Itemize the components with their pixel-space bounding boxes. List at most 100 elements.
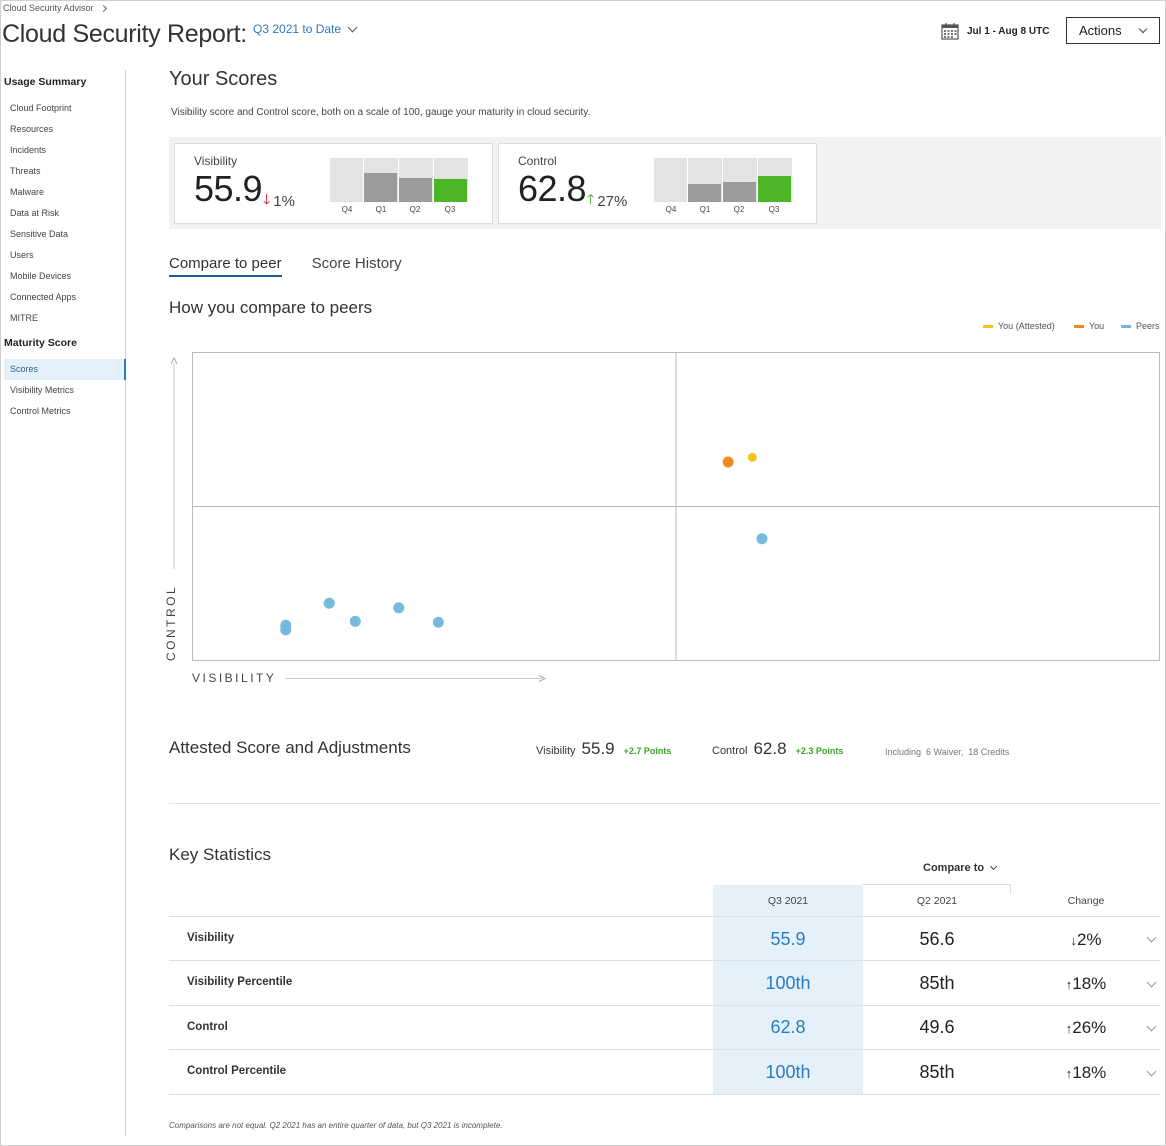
sidebar-item-mitre[interactable]: MITRE [10, 313, 38, 323]
sidebar-item-visibility-metrics[interactable]: Visibility Metrics [10, 385, 74, 395]
date-range[interactable]: Jul 1 - Aug 8 UTC [941, 22, 1049, 40]
arrow-up-icon: 🡑 [587, 191, 595, 207]
table-divider [169, 1049, 1160, 1050]
scatter-point-you-attested[interactable] [747, 452, 757, 462]
scatter-point-peers[interactable] [323, 597, 335, 609]
bar-divider [363, 158, 364, 202]
history-bar [723, 182, 756, 202]
chevron-down-icon [990, 862, 998, 871]
sidebar: Usage Summary Cloud Footprint Resources … [0, 70, 126, 1136]
visibility-axis-arrow [286, 675, 547, 682]
column-header-previous: Q2 2021 [916, 895, 958, 907]
change-value: 18% [1072, 974, 1107, 993]
actions-label: Actions [1079, 23, 1122, 38]
date-range-label: Jul 1 - Aug 8 UTC [967, 25, 1050, 37]
change-value: 18% [1072, 1063, 1107, 1082]
visibility-card-value: 55.9 [194, 168, 263, 209]
legend-item-you-attested: You (Attested) [983, 321, 1055, 331]
cell-change: ↑18% [1011, 1063, 1161, 1083]
section-divider [169, 803, 1160, 804]
arrow-up-icon: ↑ [1065, 977, 1073, 992]
history-bar [399, 177, 432, 202]
cell-change: ↑26% [1011, 1018, 1161, 1038]
y-axis-label: CONTROL [164, 584, 178, 661]
bar-divider [757, 158, 758, 202]
bar-divider [722, 158, 723, 202]
breadcrumb: Cloud Security Advisor [3, 3, 107, 13]
scatter-point-peers[interactable] [280, 619, 292, 631]
sidebar-item-sensitive-data[interactable]: Sensitive Data [10, 229, 69, 239]
visibility-card-change: 🡓 1% [263, 189, 295, 213]
table-divider [169, 1094, 1160, 1095]
scatter-point-peers[interactable] [393, 602, 405, 614]
scatter-point-peers[interactable] [432, 616, 444, 628]
cell-previous: 85th [919, 1062, 955, 1082]
legend-label: You (Attested) [998, 321, 1055, 331]
compare-to-dropdown[interactable]: Compare to [923, 862, 998, 874]
period-label: Q3 2021 to Date [253, 22, 342, 36]
arrow-up-icon: ↑ [1065, 1066, 1073, 1081]
cell-previous: 85th [919, 973, 955, 993]
table-divider [169, 1005, 1160, 1006]
sidebar-item-control-metrics[interactable]: Control Metrics [10, 406, 71, 416]
quarter-label: Q1 [375, 205, 387, 214]
legend-item-peers: Peers [1121, 321, 1160, 331]
quarter-label: Q2 [733, 205, 745, 214]
quarter-label: Q4 [665, 205, 677, 214]
period-selector[interactable]: Q3 2021 to Date [253, 22, 358, 36]
scores-description: Visibility score and Control score, both… [171, 107, 591, 118]
scatter-point-peers[interactable] [756, 533, 768, 545]
sidebar-item-cloud-footprint[interactable]: Cloud Footprint [10, 103, 72, 113]
compare-to-label: Compare to [923, 862, 985, 874]
scores-title: Your Scores [169, 68, 278, 90]
chart-title: How you compare to peers [169, 298, 373, 317]
score-tabs: Compare to peer Score History [169, 255, 402, 277]
sidebar-item-resources[interactable]: Resources [10, 124, 54, 134]
arrow-down-icon: ↓ [1070, 933, 1077, 948]
visibility-card-change-value: 1% [273, 192, 295, 210]
tab-score-history[interactable]: Score History [311, 255, 402, 272]
legend-swatch [1121, 324, 1131, 328]
breadcrumb-link[interactable]: Cloud Security Advisor [3, 3, 94, 13]
legend-swatch [983, 324, 993, 328]
attested-visibility-label: Visibility [536, 745, 576, 757]
actions-button[interactable]: Actions [1066, 17, 1160, 44]
sidebar-item-threats[interactable]: Threats [10, 166, 41, 176]
sidebar-item-mobile-devices[interactable]: Mobile Devices [10, 271, 72, 281]
control-history-bars [654, 158, 792, 202]
compare-to-bracket [862, 884, 1011, 894]
visibility-history-bars [330, 158, 468, 202]
bar-divider [398, 158, 399, 202]
scatter-point-peers[interactable] [349, 615, 361, 627]
attested-visibility-points: +2.7 Points [623, 746, 672, 756]
sidebar-item-scores[interactable]: Scores [4, 359, 126, 380]
arrow-up-icon: ↑ [1065, 1021, 1073, 1036]
cell-previous: 56.6 [919, 929, 955, 949]
history-bar [688, 184, 721, 202]
sidebar-item-connected-apps[interactable]: Connected Apps [10, 292, 77, 302]
chevron-right-icon [99, 4, 107, 12]
control-score-card: Control 62.8 🡑 27% Q4 Q1 Q2 Q3 [498, 143, 817, 224]
scatter-point-you[interactable] [722, 456, 734, 468]
sidebar-item-data-at-risk[interactable]: Data at Risk [10, 208, 60, 218]
control-card-label: Control [518, 154, 557, 168]
sidebar-heading-maturity-score: Maturity Score [4, 337, 77, 349]
sidebar-item-users[interactable]: Users [10, 250, 34, 260]
cell-change: ↑18% [1011, 974, 1161, 994]
control-axis-arrow [170, 356, 178, 569]
x-axis-label: VISIBILITY [192, 671, 277, 685]
control-card-change: 🡑 27% [587, 189, 627, 213]
scatter-svg [193, 353, 1159, 660]
history-bar [364, 173, 397, 202]
quarter-label: Q1 [699, 205, 711, 214]
sidebar-item-incidents[interactable]: Incidents [10, 145, 47, 155]
sidebar-item-malware[interactable]: Malware [10, 187, 45, 197]
arrow-down-icon: 🡓 [263, 191, 271, 207]
tab-compare-to-peer[interactable]: Compare to peer [169, 255, 282, 277]
table-divider [169, 960, 1160, 961]
quarter-label: Q4 [341, 205, 353, 214]
quarter-label: Q3 [444, 205, 456, 214]
bar-divider [687, 158, 688, 202]
visibility-card-label: Visibility [194, 154, 238, 168]
attested-visibility-value: 55.9 [581, 739, 615, 758]
